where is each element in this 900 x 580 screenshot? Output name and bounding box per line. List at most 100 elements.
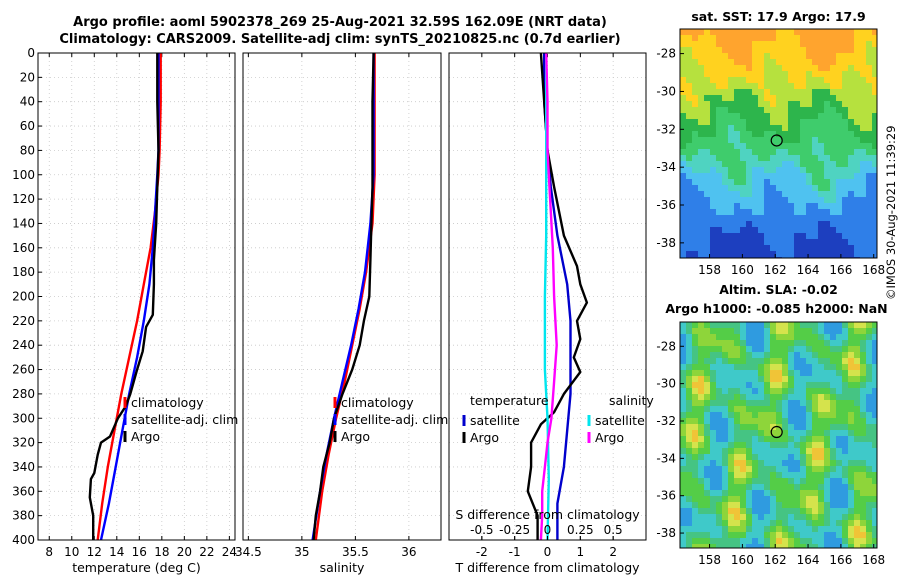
map-cell (800, 460, 806, 466)
map-cell (686, 388, 692, 394)
map-cell (872, 340, 877, 346)
map-cell (860, 418, 866, 424)
map-cell (854, 161, 860, 167)
map-cell (746, 484, 752, 490)
map-cell (836, 448, 842, 454)
map-cell (806, 239, 812, 245)
map-cell (686, 149, 692, 155)
map-cell (686, 221, 692, 227)
map-cell (842, 460, 848, 466)
map-cell (776, 137, 782, 143)
map-cell (854, 89, 860, 95)
map-cell (770, 29, 776, 35)
map-cell (854, 209, 860, 215)
map-cell (842, 65, 848, 71)
map-cell (740, 131, 746, 137)
map-cell (866, 328, 872, 334)
map-cell (782, 322, 788, 328)
map-cell (692, 113, 698, 119)
map-cell (800, 364, 806, 370)
map-cell (692, 364, 698, 370)
map-cell (716, 113, 722, 119)
map-cell (770, 209, 776, 215)
map-cell (704, 101, 710, 107)
map-cell (812, 538, 818, 544)
map-cell (800, 119, 806, 125)
map-cell (830, 47, 836, 53)
map-cell (686, 334, 692, 340)
map-cell (752, 83, 758, 89)
map-cell (710, 508, 716, 514)
map-cell (764, 472, 770, 478)
x-tick-label: 22 (199, 545, 214, 559)
map-cell (854, 185, 860, 191)
map-cell (728, 221, 734, 227)
map-cell (866, 95, 872, 101)
map-cell (806, 508, 812, 514)
map-cell (740, 388, 746, 394)
map-cell (680, 328, 686, 334)
y-tick-label: 320 (12, 436, 35, 450)
map-cell (830, 155, 836, 161)
map-cell (692, 382, 698, 388)
map-cell (734, 197, 740, 203)
map-cell (800, 155, 806, 161)
map-cell (704, 35, 710, 41)
map-cell (734, 394, 740, 400)
map-cell (752, 490, 758, 496)
map-cell (782, 490, 788, 496)
map-cell (854, 119, 860, 125)
map-cell (752, 113, 758, 119)
map-cell (734, 215, 740, 221)
map-cell (698, 143, 704, 149)
map-cell (764, 514, 770, 520)
map-cell (746, 418, 752, 424)
map-cell (704, 53, 710, 59)
map-cell (692, 221, 698, 227)
map-cell (848, 143, 854, 149)
map-cell (842, 490, 848, 496)
map-cell (752, 364, 758, 370)
map-cell (770, 460, 776, 466)
map-cell (818, 119, 824, 125)
map-cell (830, 113, 836, 119)
map-cell (806, 47, 812, 53)
map-cell (740, 526, 746, 532)
map-cell (734, 65, 740, 71)
map-cell (758, 448, 764, 454)
map-cell (800, 191, 806, 197)
map-cell (806, 143, 812, 149)
map-cell (854, 388, 860, 394)
map-cell (680, 436, 686, 442)
map-cell (704, 334, 710, 340)
map-cell (872, 173, 877, 179)
map-cell (770, 191, 776, 197)
map-cell (692, 388, 698, 394)
map-cell (716, 424, 722, 430)
map-cell (872, 161, 877, 167)
map-cell (680, 394, 686, 400)
map-cell (812, 340, 818, 346)
map-cell (680, 388, 686, 394)
map-cell (830, 131, 836, 137)
map-cell (776, 478, 782, 484)
map-cell (818, 107, 824, 113)
map-cell (776, 179, 782, 185)
map-cell (698, 221, 704, 227)
map-cell (722, 71, 728, 77)
map-cell (854, 334, 860, 340)
map-cell (746, 406, 752, 412)
map-cell (698, 532, 704, 538)
map-cell (794, 179, 800, 185)
map-cell (716, 119, 722, 125)
map-cell (842, 179, 848, 185)
map-cell (872, 179, 877, 185)
map-cell (686, 71, 692, 77)
map-cell (710, 490, 716, 496)
legend-heading: salinity (609, 393, 654, 408)
map-cell (746, 382, 752, 388)
map-cell (782, 203, 788, 209)
map-cell (734, 227, 740, 233)
map-cell (758, 544, 764, 548)
map-cell (722, 167, 728, 173)
